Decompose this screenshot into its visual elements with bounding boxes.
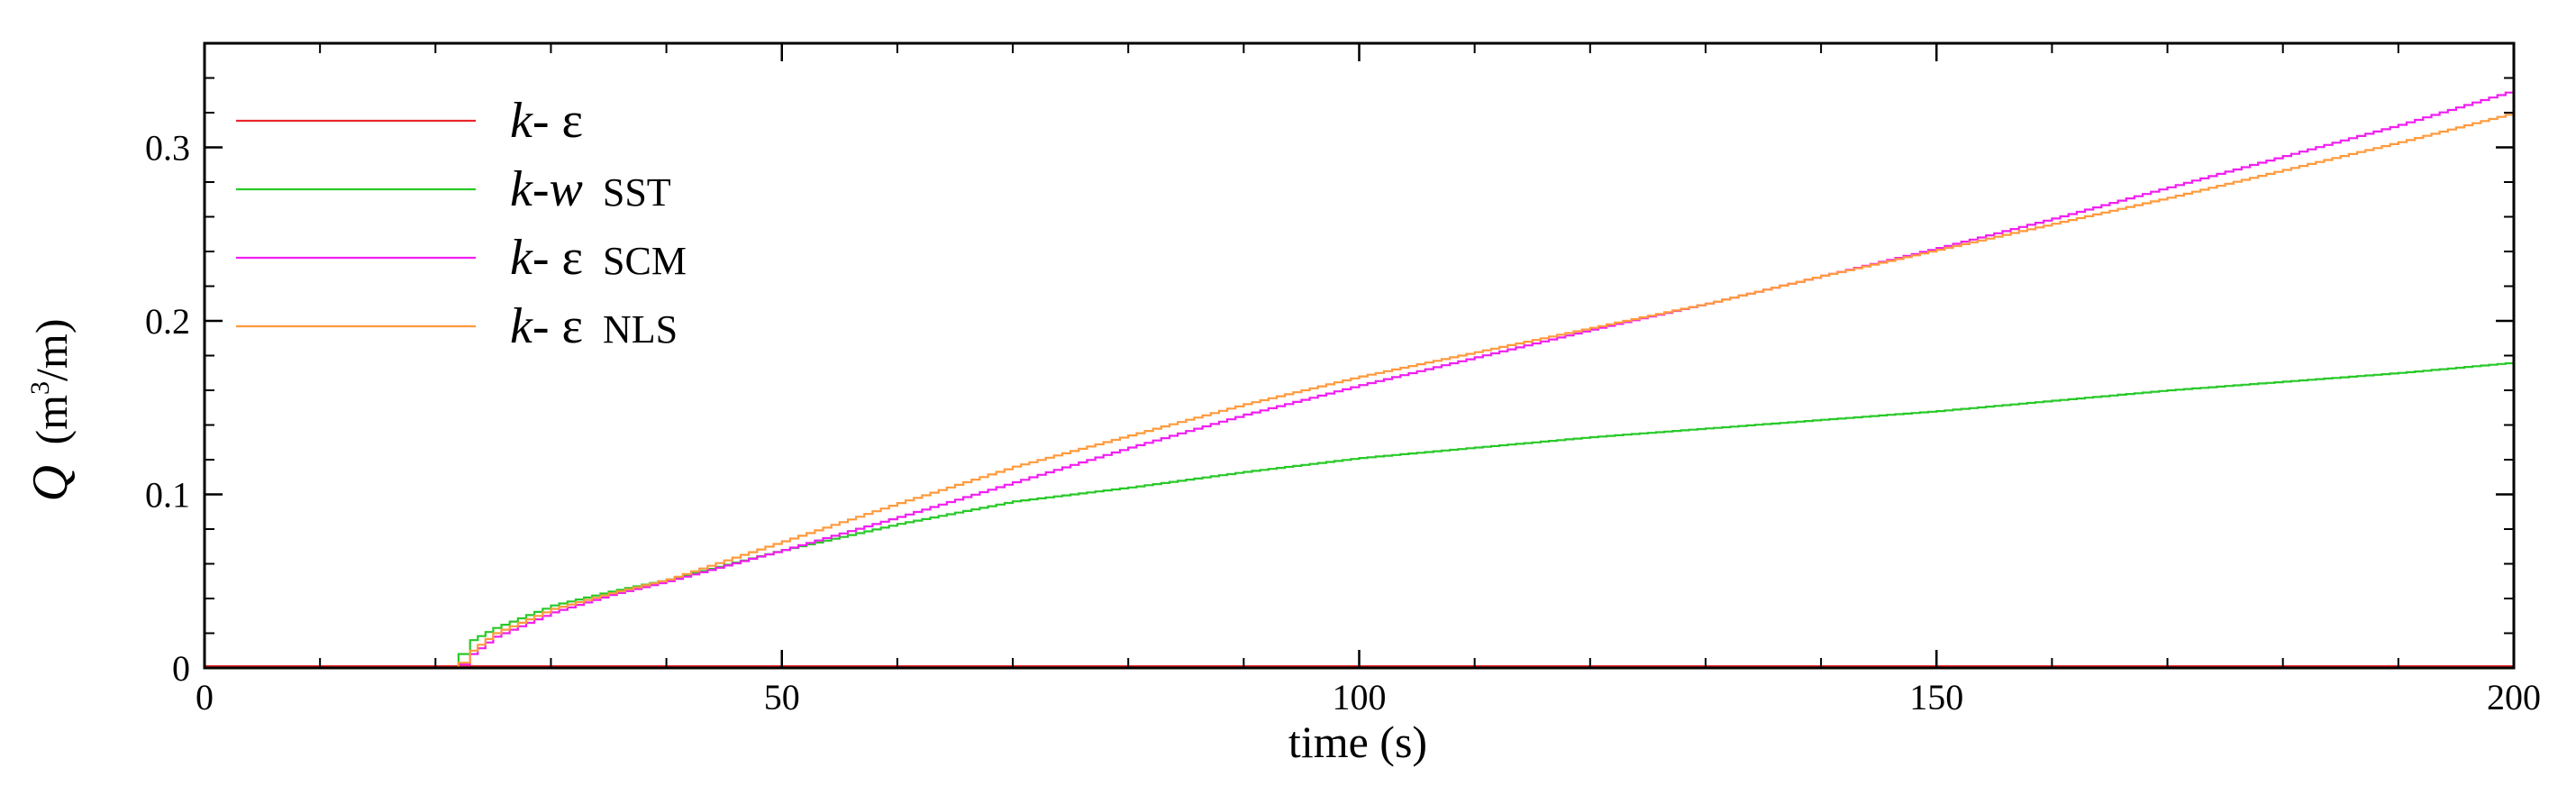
legend-label-4: k- ε NLS [510,298,678,354]
series-line-4 [205,113,2516,670]
x-tick-label: 150 [1909,677,1963,717]
legend-label-3: k- ε SCM [510,230,687,286]
legend-label-2: k-w SST [510,161,671,217]
x-tick-label: 100 [1333,677,1387,717]
x-tick-label: 50 [764,677,800,717]
y-axis-title-symbol: Q [23,465,78,501]
series-line-2 [205,361,2516,670]
y-tick-label: 0 [172,648,190,689]
y-axis-title-unit-sup: 3 [25,381,55,395]
y-tick-label: 0.2 [145,301,190,342]
y-axis-title-unit-pre: (m [26,395,77,445]
x-axis-title: time (s) [1288,717,1427,767]
legend: k- ε k-w SST k- ε SCM k- ε NLS [236,93,687,354]
y-axis-title-unit-post: /m) [26,319,77,381]
svg-text:Q (m3/m): Q (m3/m) [23,319,78,502]
series-line-3 [205,90,2516,670]
legend-label-1: k- ε [510,93,583,149]
y-tick-label: 0.3 [145,128,190,169]
y-axis-title: Q (m3/m) [23,319,78,502]
x-tick-label: 0 [196,677,214,717]
x-tick-label: 200 [2487,677,2541,717]
y-tick-label: 0.1 [145,475,190,516]
